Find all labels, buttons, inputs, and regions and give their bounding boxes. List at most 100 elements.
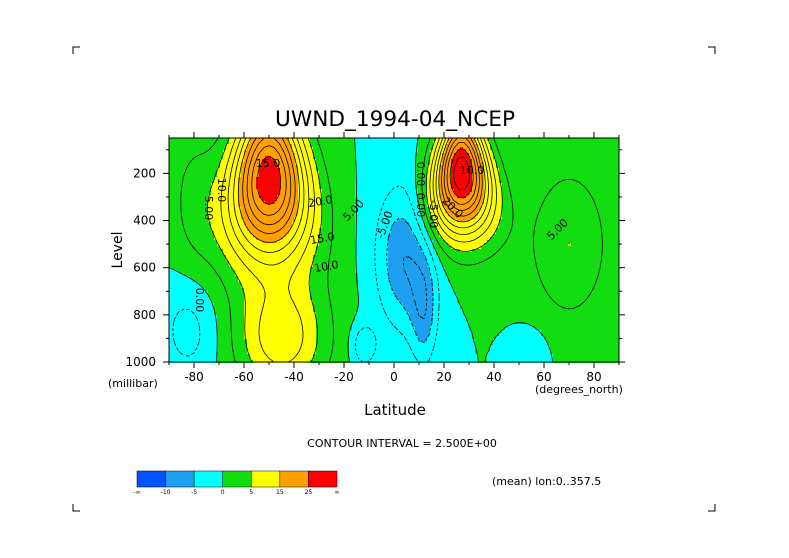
- field-cell: [340, 264, 343, 267]
- field-cell: [289, 201, 292, 204]
- field-cell: [349, 153, 352, 156]
- field-cell: [295, 327, 298, 330]
- field-cell: [364, 192, 367, 195]
- field-cell: [361, 309, 364, 312]
- field-cell: [352, 285, 355, 288]
- field-cell: [346, 150, 349, 153]
- field-cell: [238, 192, 241, 195]
- field-cell: [334, 162, 337, 165]
- field-cell: [361, 330, 364, 333]
- field-cell: [340, 174, 343, 177]
- field-cell: [172, 198, 175, 201]
- field-cell: [346, 339, 349, 342]
- field-cell: [226, 312, 229, 315]
- field-cell: [298, 210, 301, 213]
- field-cell: [310, 354, 313, 357]
- field-cell: [346, 162, 349, 165]
- field-cell: [340, 222, 343, 225]
- field-cell: [322, 348, 325, 351]
- field-cell: [295, 345, 298, 348]
- field-cell: [244, 192, 247, 195]
- field-cell: [262, 300, 265, 303]
- field-cell: [250, 252, 253, 255]
- field-cell: [253, 288, 256, 291]
- field-cell: [280, 348, 283, 351]
- field-cell: [196, 225, 199, 228]
- field-cell: [313, 342, 316, 345]
- field-cell: [295, 267, 298, 270]
- field-cell: [322, 273, 325, 276]
- field-cell: [325, 330, 328, 333]
- field-cell: [325, 246, 328, 249]
- field-cell: [241, 306, 244, 309]
- field-cell: [298, 252, 301, 255]
- field-cell: [277, 237, 280, 240]
- field-cell: [238, 150, 241, 153]
- field-cell: [220, 237, 223, 240]
- field-cell: [292, 345, 295, 348]
- field-cell: [175, 225, 178, 228]
- field-cell: [187, 312, 190, 315]
- field-cell: [223, 327, 226, 330]
- field-cell: [364, 189, 367, 192]
- field-cell: [178, 162, 181, 165]
- field-cell: [346, 324, 349, 327]
- field-cell: [247, 186, 250, 189]
- field-cell: [190, 174, 193, 177]
- field-cell: [262, 309, 265, 312]
- field-cell: [265, 312, 268, 315]
- field-cell: [199, 339, 202, 342]
- field-cell: [211, 186, 214, 189]
- field-cell: [292, 294, 295, 297]
- field-cell: [274, 354, 277, 357]
- field-cell: [235, 240, 238, 243]
- field-cell: [289, 276, 292, 279]
- field-cell: [334, 324, 337, 327]
- field-cell: [310, 174, 313, 177]
- field-cell: [301, 282, 304, 285]
- field-cell: [307, 351, 310, 354]
- field-cell: [232, 309, 235, 312]
- field-cell: [337, 204, 340, 207]
- field-cell: [247, 237, 250, 240]
- field-cell: [211, 267, 214, 270]
- field-cell: [223, 162, 226, 165]
- field-cell: [253, 315, 256, 318]
- field-cell: [322, 306, 325, 309]
- field-cell: [274, 192, 277, 195]
- field-cell: [304, 210, 307, 213]
- field-cell: [304, 345, 307, 348]
- field-cell: [232, 321, 235, 324]
- field-cell: [280, 306, 283, 309]
- field-cell: [217, 246, 220, 249]
- field-cell: [304, 354, 307, 357]
- field-cell: [226, 231, 229, 234]
- field-cell: [202, 162, 205, 165]
- field-cell: [223, 264, 226, 267]
- field-cell: [241, 288, 244, 291]
- field-cell: [190, 180, 193, 183]
- field-cell: [289, 252, 292, 255]
- field-cell: [286, 177, 289, 180]
- field-cell: [334, 276, 337, 279]
- field-cell: [271, 342, 274, 345]
- field-cell: [205, 327, 208, 330]
- field-cell: [238, 267, 241, 270]
- field-cell: [262, 192, 265, 195]
- field-cell: [232, 141, 235, 144]
- field-cell: [262, 225, 265, 228]
- field-cell: [175, 243, 178, 246]
- field-cell: [325, 138, 328, 141]
- field-cell: [283, 192, 286, 195]
- field-cell: [178, 186, 181, 189]
- field-cell: [175, 162, 178, 165]
- field-cell: [196, 186, 199, 189]
- field-cell: [271, 210, 274, 213]
- field-cell: [271, 189, 274, 192]
- field-cell: [253, 183, 256, 186]
- field-cell: [211, 264, 214, 267]
- field-cell: [343, 303, 346, 306]
- field-cell: [337, 318, 340, 321]
- field-cell: [319, 234, 322, 237]
- field-cell: [346, 240, 349, 243]
